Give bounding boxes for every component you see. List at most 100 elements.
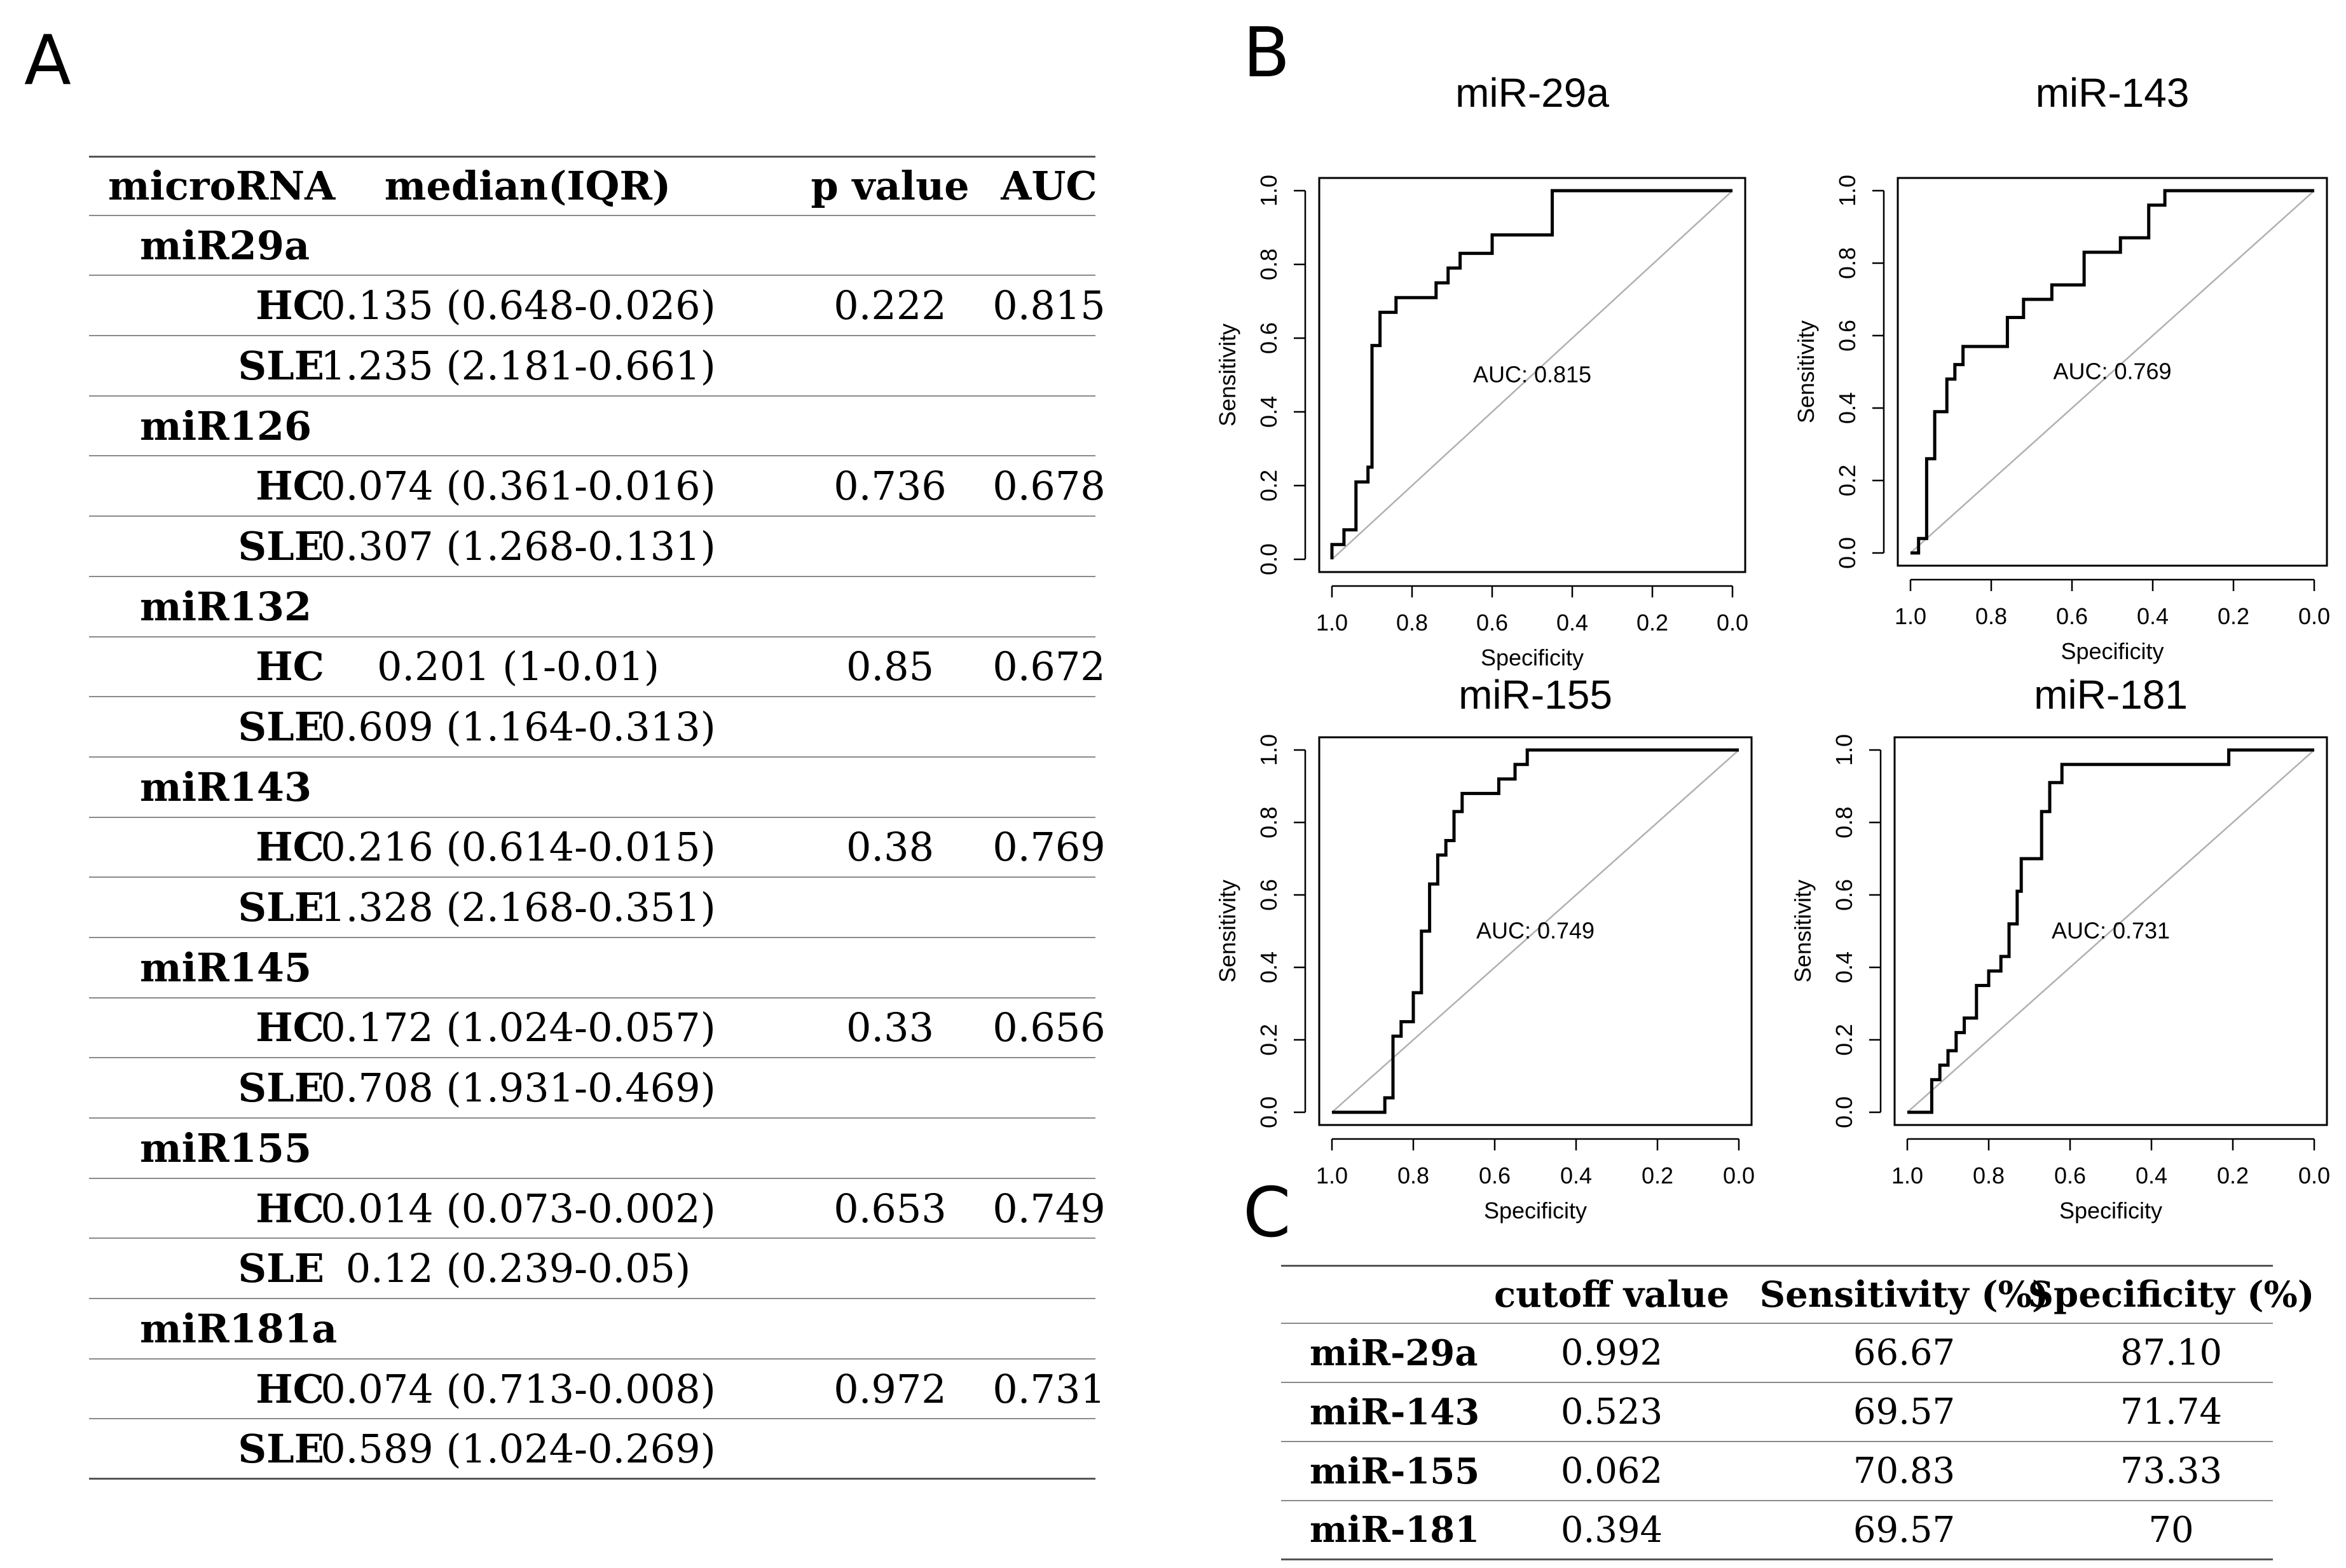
x-axis-label: Specificity — [1484, 1197, 1587, 1224]
header-cutoff: cutoff value — [1494, 1274, 1729, 1316]
plot-frame — [1318, 177, 1746, 573]
median-iqr: 0.609 (1.164-0.313) — [320, 704, 716, 751]
row-label: HC — [256, 1004, 324, 1051]
chart-title: miR-143 — [2036, 70, 2190, 116]
x-tick-label: 0.6 — [1476, 610, 1508, 636]
table-a-group-row: miR143 — [89, 758, 1095, 818]
p-value: 0.33 — [846, 1004, 935, 1051]
header-median: median(IQR) — [384, 163, 671, 210]
auc-value: 0.678 — [992, 463, 1106, 510]
median-iqr: 0.014 (0.073-0.002) — [320, 1185, 716, 1232]
roc-curve — [1907, 748, 2314, 1114]
mirna-name: miR-143 — [1310, 1391, 1480, 1433]
panel-label-a: A — [24, 21, 71, 100]
table-row: miR-143 0.523 69.57 71.74 — [1281, 1383, 2273, 1442]
table-c-header-row: cutoff value Sensitivity (%) Specificity… — [1281, 1265, 2314, 1324]
table-row: HC 0.014 (0.073-0.002) 0.653 0.749 — [89, 1179, 1106, 1239]
reference-diagonal — [1331, 749, 1739, 1113]
table-row: miR-29a 0.992 66.67 87.10 — [1281, 1324, 2273, 1383]
y-tick-label: 0.6 — [1256, 322, 1282, 354]
row-label: HC — [256, 282, 324, 329]
y-axis-label: Sensitivity — [1214, 324, 1240, 426]
table-row: HC 0.074 (0.713-0.008) 0.972 0.731 — [89, 1360, 1106, 1420]
table-row: SLE 1.235 (2.181-0.661) — [89, 336, 1095, 397]
cutoff-value: 0.394 — [1560, 1509, 1663, 1551]
chart-title: miR-181 — [2034, 672, 2188, 718]
group-name: miR181a — [140, 1305, 338, 1352]
y-tick-label: 0.2 — [1256, 1024, 1282, 1056]
y-tick-label: 0.2 — [1256, 470, 1282, 501]
auc-value: 0.749 — [992, 1185, 1106, 1232]
y-tick-label: 1.0 — [1256, 175, 1282, 207]
median-iqr: 1.328 (2.168-0.351) — [320, 884, 716, 931]
p-value: 0.38 — [846, 824, 935, 871]
p-value: 0.222 — [833, 282, 947, 329]
roc-chart-4: miR-181 1.0 0.8 0.6 0.4 0.2 0.0 Specificity 0.0 0… — [1790, 672, 2330, 1224]
y-axis-label: Sensitivity — [1790, 880, 1816, 983]
auc-annotation: AUC: 0.815 — [1473, 362, 1591, 388]
mirna-name: miR-181 — [1310, 1509, 1480, 1551]
y-tick-label: 0.2 — [1834, 465, 1860, 496]
group-name: miR29a — [140, 222, 310, 269]
x-tick-label: 0.0 — [1717, 610, 1748, 636]
x-tick-label: 0.2 — [2218, 603, 2249, 629]
table-row: HC 0.201 (1-0.01) 0.85 0.672 — [89, 637, 1106, 698]
row-label: SLE — [238, 522, 324, 569]
specificity-value: 71.74 — [2120, 1391, 2223, 1433]
x-axis-label: Specificity — [1481, 644, 1584, 671]
median-iqr: 0.135 (0.648-0.026) — [320, 282, 716, 329]
y-tick-label: 0.0 — [1256, 1096, 1282, 1128]
sensitivity-value: 66.67 — [1853, 1332, 1956, 1374]
row-label: HC — [256, 643, 324, 690]
p-value: 0.85 — [846, 643, 935, 690]
header-microrna: microRNA — [108, 163, 336, 210]
table-row: HC 0.135 (0.648-0.026) 0.222 0.815 — [89, 276, 1106, 337]
x-tick-label: 0.8 — [1975, 603, 2007, 629]
specificity-value: 70 — [2148, 1509, 2194, 1551]
group-name: miR126 — [140, 402, 312, 449]
sensitivity-value: 69.57 — [1853, 1509, 1956, 1551]
y-axis-label: Sensitivity — [1214, 880, 1240, 983]
x-tick-label: 0.4 — [2136, 1162, 2167, 1189]
x-tick-label: 1.0 — [1316, 1162, 1348, 1189]
cutoff-value: 0.992 — [1560, 1332, 1663, 1374]
x-tick-label: 0.4 — [1560, 1162, 1592, 1189]
y-tick-label: 0.6 — [1256, 879, 1282, 911]
plot-frame — [1893, 736, 2328, 1126]
table-row: SLE 0.609 (1.164-0.313) — [89, 697, 1095, 758]
roc-curve — [1332, 748, 1739, 1114]
chart-title: miR-29a — [1455, 70, 1609, 116]
table-c: cutoff value Sensitivity (%) Specificity… — [1281, 1265, 2314, 1560]
auc-value: 0.656 — [992, 1004, 1106, 1051]
x-tick-label: 0.4 — [2137, 603, 2169, 629]
y-tick-label: 0.0 — [1831, 1096, 1857, 1128]
table-a-group-row: miR155 — [89, 1119, 1095, 1179]
auc-value: 0.731 — [992, 1365, 1106, 1412]
row-label: HC — [256, 1365, 324, 1412]
header-specificity: Specificity (%) — [2027, 1274, 2315, 1316]
x-tick-label: 0.6 — [1479, 1162, 1511, 1189]
median-iqr: 0.12 (0.239-0.05) — [345, 1245, 691, 1292]
y-tick-label: 0.4 — [1256, 951, 1282, 983]
panel-label-c: C — [1243, 1173, 1291, 1253]
x-tick-label: 0.8 — [1397, 1162, 1429, 1189]
x-tick-label: 0.4 — [1556, 610, 1588, 636]
x-tick-label: 0.8 — [1973, 1162, 2005, 1189]
median-iqr: 0.589 (1.024-0.269) — [320, 1425, 716, 1472]
roc-curve — [1910, 189, 2314, 555]
table-a-group-row: miR145 — [89, 938, 1095, 999]
auc-annotation: AUC: 0.749 — [1476, 917, 1595, 943]
row-label: SLE — [238, 1245, 324, 1292]
p-value: 0.653 — [833, 1185, 947, 1232]
table-row: HC 0.172 (1.024-0.057) 0.33 0.656 — [89, 999, 1106, 1059]
group-name: miR132 — [140, 583, 312, 630]
y-tick-label: 0.0 — [1834, 537, 1860, 569]
chart-title: miR-155 — [1458, 672, 1612, 718]
roc-chart-2: miR-143 1.0 0.8 0.6 0.4 0.2 0.0 Specificity 0.0 0… — [1793, 70, 2330, 664]
y-tick-label: 1.0 — [1831, 734, 1857, 766]
y-tick-label: 0.6 — [1831, 879, 1857, 911]
x-tick-label: 0.2 — [2217, 1162, 2249, 1189]
p-value: 0.972 — [833, 1365, 947, 1412]
x-tick-label: 0.6 — [2054, 1162, 2086, 1189]
